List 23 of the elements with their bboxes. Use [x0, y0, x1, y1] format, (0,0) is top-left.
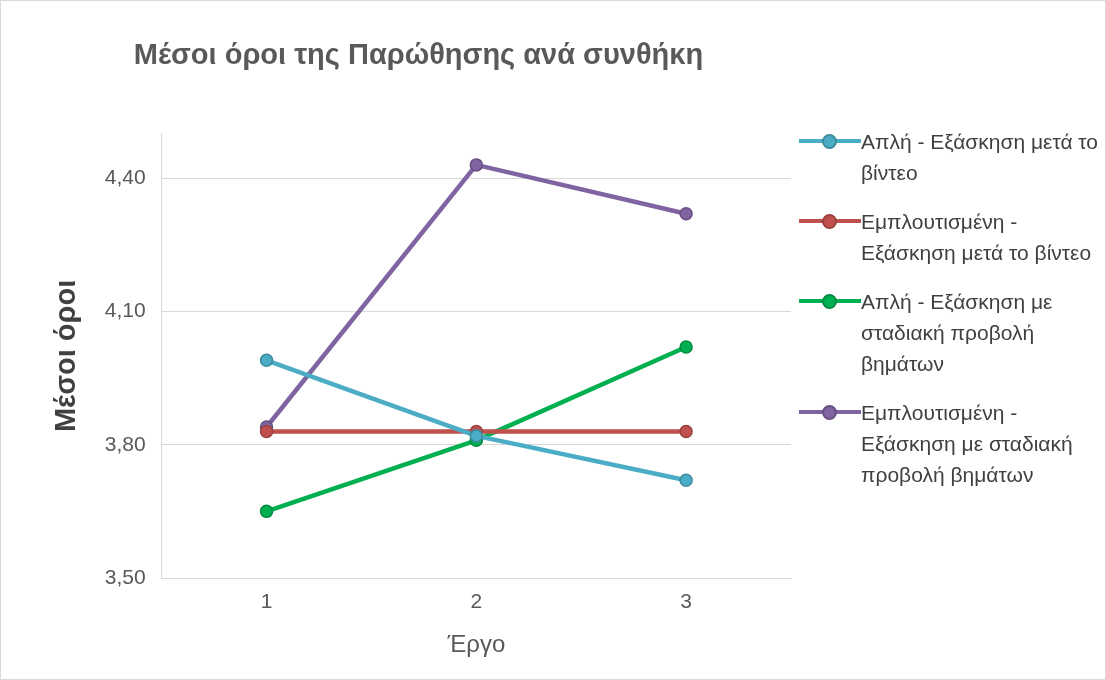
- legend-label: Εμπλουτισμένη - Εξάσκηση με σταδιακή προβολή βημάτων: [861, 400, 1074, 488]
- point: [259, 424, 274, 439]
- y-tick-label: 3,80: [104, 431, 146, 455]
- point: [259, 353, 274, 368]
- point: [679, 424, 693, 439]
- chart-title: Μέσοι όροι της Παρώθησης ανά συνθήκη: [133, 38, 704, 71]
- point: [679, 207, 693, 221]
- point: [469, 158, 484, 172]
- point: [259, 504, 274, 519]
- y-tick-label: 3,50: [104, 564, 146, 588]
- point: [679, 340, 693, 354]
- x-axis-title: Έργο: [446, 630, 506, 658]
- x-tick-label: 2: [470, 589, 483, 613]
- y-tick-label: 4,10: [104, 298, 146, 322]
- x-tick-label: 1: [260, 589, 273, 613]
- x-tick-label: 3: [680, 589, 692, 613]
- point: [469, 429, 484, 443]
- y-axis-title: Μέσοι όροι: [49, 279, 82, 433]
- point: [679, 473, 693, 488]
- legend-label: Απλή - Εξάσκηση μετά το βίντεο: [861, 129, 1099, 186]
- y-tick-label: 4,40: [104, 165, 146, 189]
- legend-label: Εμπλουτισμένη - Εξάσκηση μετά το βίντεο: [861, 209, 1093, 266]
- legend-label: Απλή - Εξάσκηση με σταδιακή προβολή βημάτων: [861, 289, 1054, 377]
